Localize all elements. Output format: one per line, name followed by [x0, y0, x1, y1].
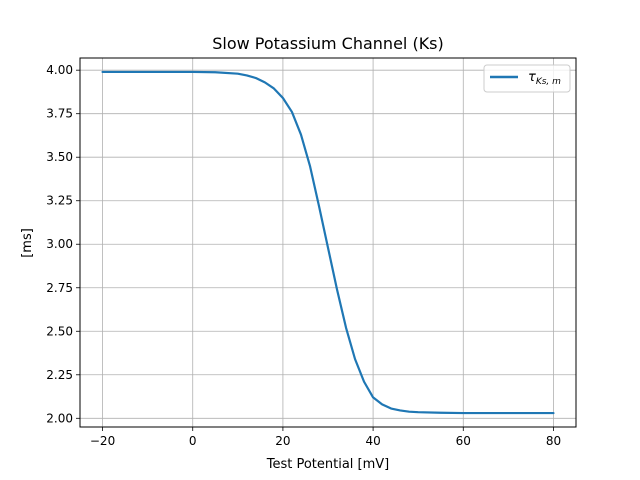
- y-tick-label: 3.00: [46, 237, 73, 251]
- legend-label: τKs, m: [528, 70, 561, 87]
- x-tick-label: 60: [456, 434, 471, 448]
- y-tick-label: 3.25: [46, 194, 73, 208]
- y-axis-ticks: 2.00 2.25 2.50 2.75 3.00 3.25 3.50 3.75 4.00: [46, 63, 80, 425]
- y-tick-label: 4.00: [46, 63, 73, 77]
- legend-label-main: τ: [528, 70, 536, 85]
- legend-box: [483, 64, 571, 93]
- y-axis-label: [ms]: [20, 228, 35, 258]
- series-line-tau-ks-m: [101, 70, 555, 415]
- plot-frame: [79, 57, 577, 428]
- x-axis-ticks: −20 0 20 40 60 80: [90, 427, 561, 448]
- x-tick-label: −20: [90, 434, 115, 448]
- legend: τKs, m: [483, 64, 571, 93]
- x-tick-label: 20: [275, 434, 290, 448]
- legend-label-subscript: Ks, m: [536, 77, 561, 87]
- chart-title: Slow Potassium Channel (Ks): [212, 34, 444, 53]
- x-tick-label: 80: [546, 434, 561, 448]
- x-axis-label: Test Potential [mV]: [266, 457, 390, 472]
- y-tick-label: 2.25: [46, 368, 73, 382]
- y-tick-label: 3.50: [46, 150, 73, 164]
- y-tick-label: 2.00: [46, 411, 73, 425]
- y-tick-label: 2.50: [46, 324, 73, 338]
- x-tick-label: 0: [189, 434, 197, 448]
- y-tick-label: 3.75: [46, 107, 73, 121]
- x-tick-label: 40: [365, 434, 380, 448]
- y-tick-label: 2.75: [46, 281, 73, 295]
- series-layer: [101, 70, 555, 415]
